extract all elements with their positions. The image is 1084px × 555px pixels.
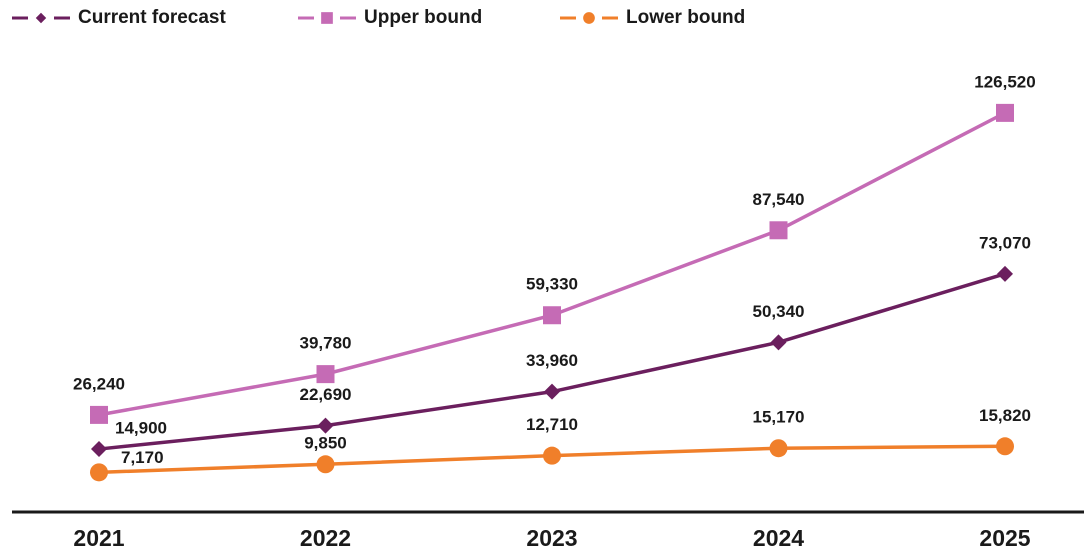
marker [769,439,788,458]
marker [91,441,107,458]
value-label: 12,710 [526,415,578,434]
marker [544,383,560,400]
marker [996,103,1014,122]
marker [316,455,335,474]
x-tick-label: 2025 [979,525,1030,551]
x-tick-label: 2023 [526,525,577,551]
marker [321,12,333,24]
marker [770,334,787,351]
value-label: 126,520 [974,72,1035,91]
legend-label: Lower bound [626,7,745,28]
value-label: 15,170 [753,408,805,427]
x-tick-label: 2021 [73,525,124,551]
value-label: 15,820 [979,406,1031,425]
value-label: 50,340 [753,302,805,321]
x-tick-label: 2024 [753,525,804,551]
value-label: 9,850 [304,434,347,453]
marker [35,12,47,24]
value-label: 26,240 [73,374,125,393]
x-tick-label: 2022 [300,525,351,551]
value-label: 33,960 [526,351,578,370]
value-label: 59,330 [526,275,578,294]
legend-label: Current forecast [78,7,226,28]
marker [316,365,335,384]
value-label: 22,690 [300,385,352,404]
marker [583,12,595,24]
value-label: 7,170 [121,448,164,467]
value-label: 87,540 [753,190,805,209]
value-label: 39,780 [300,334,352,353]
legend-label: Upper bound [364,7,482,28]
marker [317,417,334,434]
marker [769,221,788,240]
marker [996,437,1014,456]
marker [543,306,561,325]
marker [90,405,108,424]
marker [543,446,561,465]
value-label: 73,070 [979,233,1031,252]
value-label: 14,900 [115,419,167,438]
marker [90,463,108,482]
marker [997,265,1013,282]
